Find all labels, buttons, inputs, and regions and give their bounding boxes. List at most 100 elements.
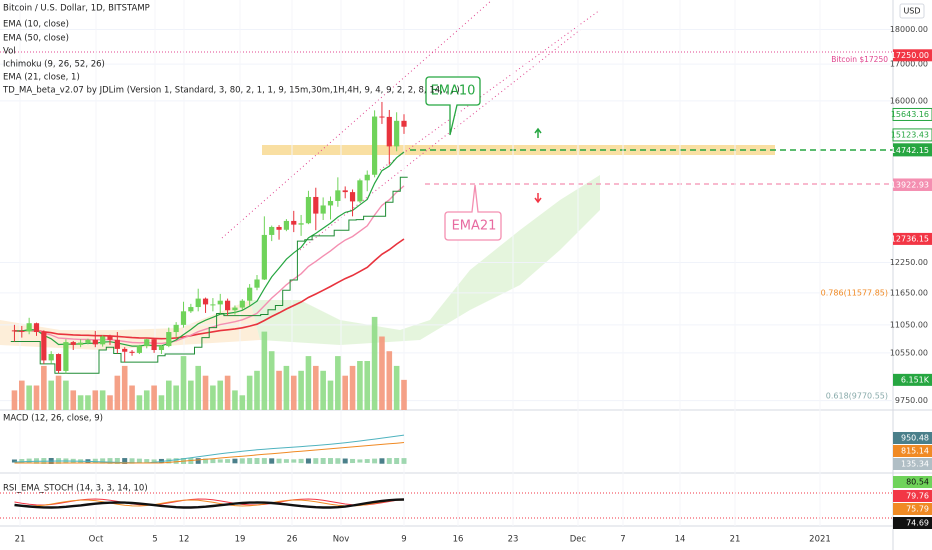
pane-title: RSI_EMA_STOCH (14, 3, 3, 14, 10) [3, 484, 148, 494]
macd-histogram [232, 458, 238, 464]
volume-bar [158, 395, 165, 410]
volume-bar [48, 380, 54, 410]
x-tick-label: Oct [89, 535, 104, 545]
candle [298, 214, 304, 236]
candle-body [92, 339, 98, 345]
volume-bar [173, 385, 179, 410]
pane-label-box [893, 517, 932, 529]
macd-line [14, 434, 405, 464]
callout [425, 76, 481, 136]
pane-label-box [893, 490, 932, 502]
currency: USD [903, 7, 920, 16]
volume-bar [357, 361, 363, 410]
volume-bar [283, 365, 290, 410]
candle [217, 293, 223, 314]
rsi-line [14, 499, 405, 507]
candle-body [41, 332, 47, 361]
macd-histogram [342, 458, 348, 464]
legend-title: Bitcoin / U.S. Dollar, 1D, BITSTAMP [3, 4, 150, 14]
pane-label-box [893, 445, 932, 457]
macd-histogram [114, 458, 120, 464]
volume-bar [305, 356, 312, 410]
volume-bar [33, 385, 40, 410]
volume-bar [313, 365, 319, 410]
pane-label-box [893, 432, 932, 444]
candle [122, 347, 128, 363]
x-tick-label: 21 [15, 535, 26, 545]
volume-bar [107, 395, 113, 410]
candle [225, 298, 231, 316]
candle [33, 322, 40, 336]
callout [444, 184, 502, 241]
candle-body [188, 307, 194, 312]
candle [136, 344, 142, 355]
candle-body [386, 116, 392, 147]
volume-bar [327, 380, 334, 410]
volume-bar [11, 390, 18, 410]
price-label-box [893, 232, 932, 245]
volume-bar [202, 375, 209, 410]
candle [254, 274, 260, 291]
candle [55, 353, 62, 374]
candle-body [78, 342, 84, 345]
candle [276, 225, 282, 240]
volume-bar [188, 380, 194, 410]
candle-body [239, 300, 245, 308]
macd-histogram [291, 459, 297, 463]
volume-bar [254, 370, 260, 410]
candle-body [298, 223, 304, 225]
macd-histogram [151, 459, 157, 463]
volume-bar [63, 380, 69, 410]
candle [41, 330, 47, 364]
macd-histogram [173, 458, 179, 464]
candle [92, 330, 98, 348]
candle-body [247, 287, 253, 301]
candle-body [379, 116, 385, 118]
volume-bar [342, 375, 348, 410]
price-label: 17250.00 [891, 51, 929, 60]
ichimoku-cloud [0, 300, 260, 350]
candle [158, 344, 165, 355]
candle-body [26, 323, 32, 332]
volume-bar [239, 395, 246, 410]
volume-bar [335, 356, 341, 410]
channel-line [379, 9, 601, 171]
up-arrow [534, 127, 542, 138]
macd-line [14, 442, 405, 464]
candle-body [210, 304, 216, 306]
candle-body [401, 120, 407, 127]
pane-label: 135.34 [901, 460, 929, 469]
pane-label-box [893, 458, 932, 470]
candle-body [85, 339, 91, 343]
price-label-box [892, 128, 932, 142]
volume-bar [136, 395, 143, 410]
x-tick-label: 2021 [809, 535, 831, 545]
macd-histogram [11, 459, 17, 463]
volume-bar [166, 380, 172, 410]
candle [335, 177, 341, 207]
volume-bar [393, 365, 400, 410]
legend-item: EMA (50, close) [3, 34, 69, 44]
candle-body [129, 351, 135, 353]
channel-line [299, 29, 581, 251]
macd-histogram [239, 458, 245, 464]
x-tick-label: 26 [287, 535, 298, 545]
volume-bar [55, 375, 62, 410]
candle-body [114, 339, 120, 349]
candle-body [180, 311, 187, 325]
candle-body [276, 226, 282, 230]
price-label: 15123.43 [891, 130, 929, 139]
macd-histogram [92, 458, 98, 464]
pane-label-box [893, 503, 932, 515]
candle [283, 219, 289, 232]
x-tick-label: 5 [152, 535, 157, 545]
volume-bar [77, 395, 84, 410]
candle-body [364, 174, 370, 181]
y-tick-label: 9750.00 [895, 396, 928, 405]
y-tick-label: 18000.00 [890, 25, 928, 34]
x-tick-label: 19 [235, 535, 246, 545]
candle [320, 197, 326, 221]
annotation-layer: EMA10 EMA21 Bitcoin / U.S. Dollar, 1D, B… [2, 3, 925, 494]
rsi-line [14, 498, 405, 509]
candle [394, 112, 400, 152]
